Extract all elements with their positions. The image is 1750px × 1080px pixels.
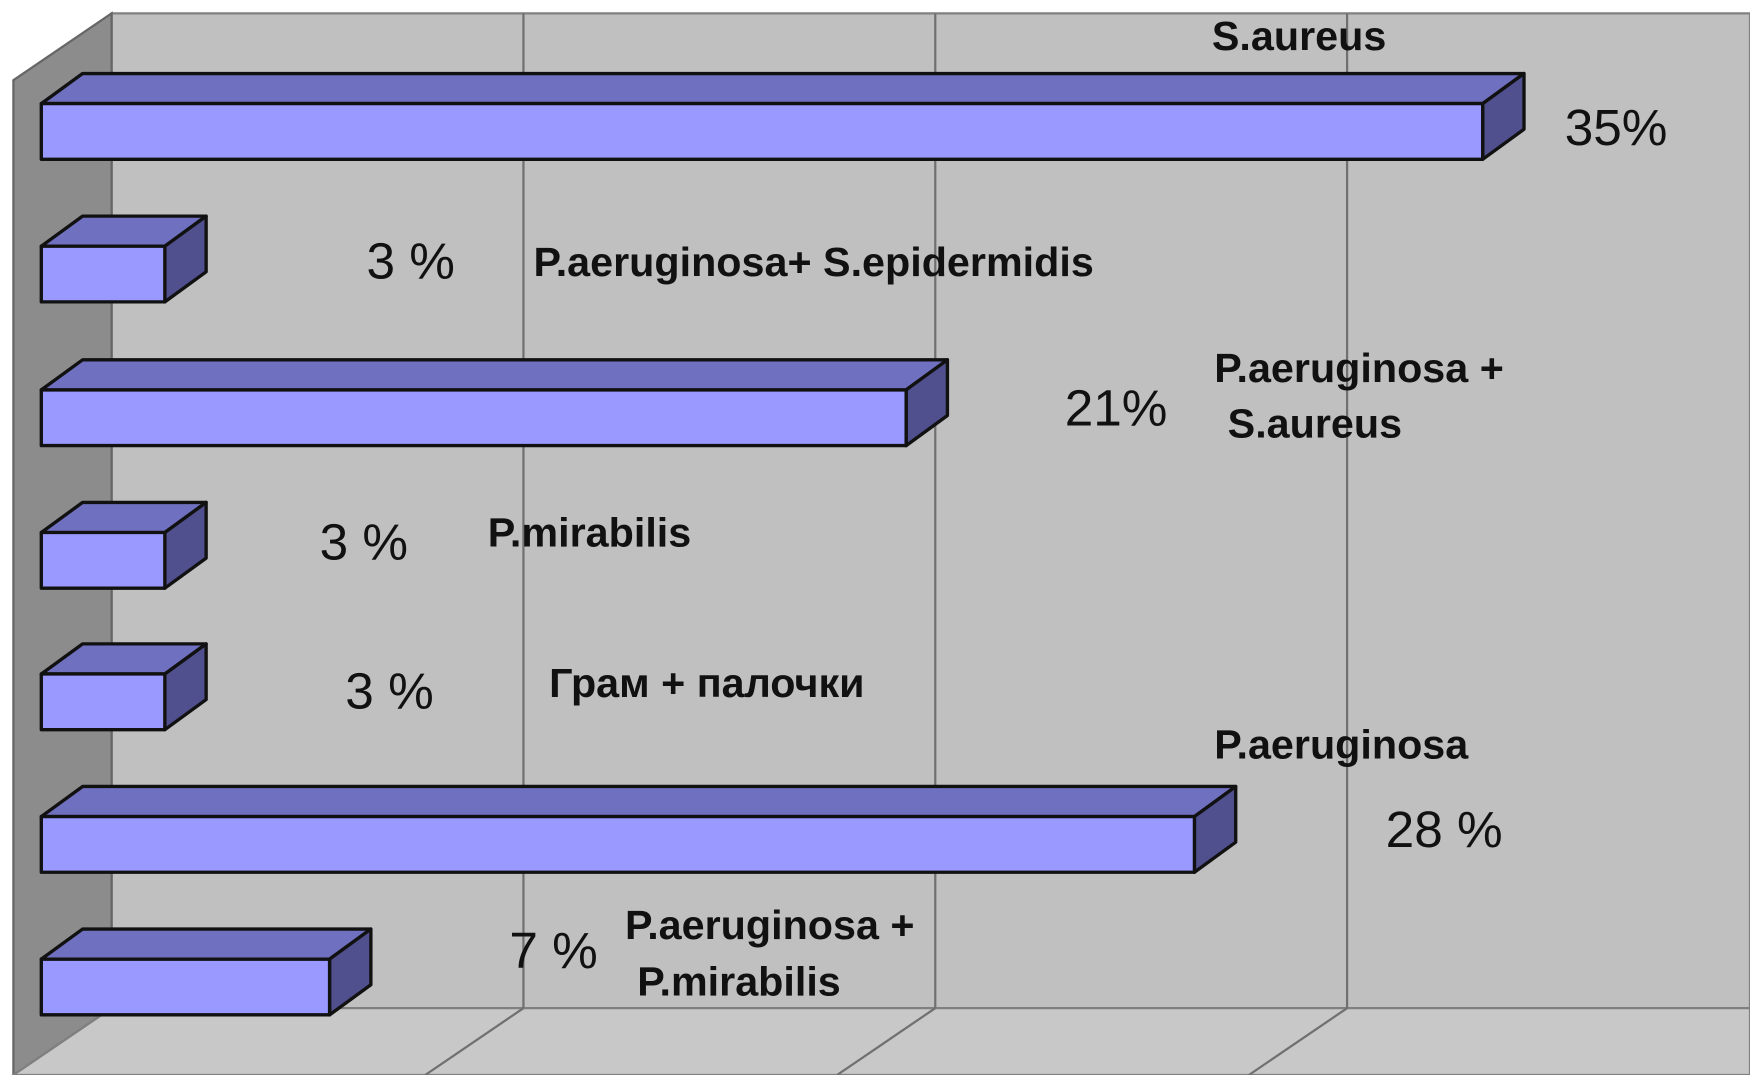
value-label: 3 % [345,663,433,720]
bar [39,101,1485,161]
bar-top [39,784,1238,819]
bar [39,957,332,1017]
value-label: 21% [1065,380,1168,437]
bar [39,388,908,448]
category-label: Грам + палочки [549,660,864,706]
category-label: S.aureus [1228,401,1402,447]
value-label: 35% [1565,99,1668,156]
value-label: 3 % [320,513,408,570]
bar [39,814,1197,874]
category-label: P.aeruginosa + [625,902,915,948]
floor [9,1007,1750,1077]
category-label: P.aeruginosa+ S.epidermidis [533,239,1093,285]
bar-top [39,927,373,961]
bar [39,530,167,590]
floor-grid-line [1248,1007,1348,1076]
bar [39,244,167,304]
category-label: P.aeruginosa [1214,721,1469,767]
value-label: 3 % [366,233,454,290]
floor-grid-line [424,1007,525,1076]
floor-grid-line [836,1007,936,1076]
bar-top [39,358,950,392]
bar-top [39,71,1526,106]
category-label: P.mirabilis [637,959,841,1005]
value-label: 28 % [1386,801,1503,858]
bar [39,672,167,732]
category-label: S.aureus [1212,13,1386,59]
category-label: P.aeruginosa + [1214,345,1504,391]
category-label: P.mirabilis [488,510,692,556]
value-label: 7 % [509,922,597,979]
